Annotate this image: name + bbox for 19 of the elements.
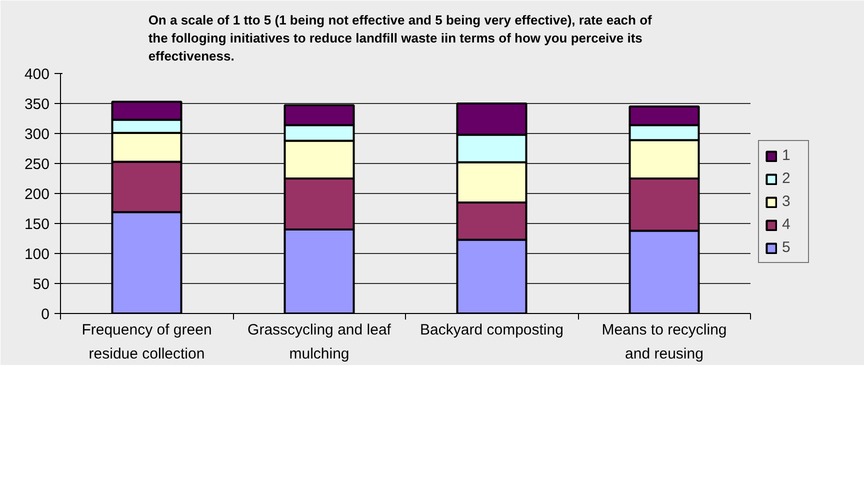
y-tick-label: 350 [24,96,50,113]
y-tick-label: 50 [32,276,50,293]
chart-title: On a scale of 1 tto 5 (1 being not effective and 5 being very effective), rate each of the folloging initiatives to reduce landfill waste iin terms of how you perceive its effectiveness. [148,12,653,64]
y-tick-label: 300 [24,126,50,143]
category-label: Means to recycling and reusing [602,322,727,362]
legend-label: 1 [782,147,792,164]
category-label: Grasscycling and leaf mulching [248,322,391,362]
y-tick-label: 250 [24,156,50,173]
y-tick-label: 150 [24,216,50,233]
legend-label: 5 [782,239,792,256]
y-tick-label: 200 [24,186,50,203]
category-label: Frequency of green residue collection [82,322,212,362]
x-tick-label: Backyard composting [420,322,564,338]
y-tick-label: 0 [41,306,50,323]
y-tick-label: 100 [24,246,50,263]
legend-label: 4 [782,216,792,233]
y-tick-label: 400 [24,66,50,83]
legend-label: 3 [782,193,792,210]
legend-label: 2 [782,170,792,187]
